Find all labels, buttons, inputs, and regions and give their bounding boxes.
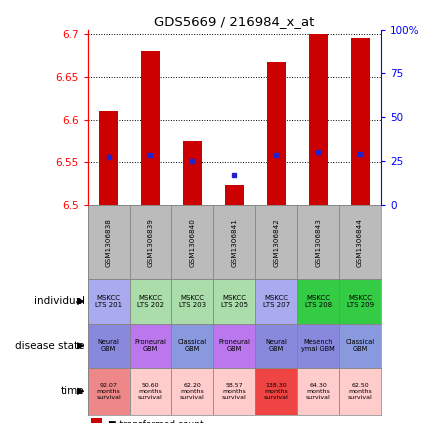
Text: disease state: disease state <box>15 341 85 351</box>
Bar <box>171 368 213 415</box>
Bar <box>88 279 130 324</box>
Text: time: time <box>61 386 85 396</box>
Bar <box>99 111 118 205</box>
Bar <box>183 141 202 205</box>
Bar <box>213 279 255 324</box>
Bar <box>171 279 213 324</box>
Title: GDS5669 / 216984_x_at: GDS5669 / 216984_x_at <box>154 16 314 28</box>
Bar <box>213 205 255 279</box>
Bar <box>339 205 381 279</box>
Text: GSM1306838: GSM1306838 <box>106 218 112 266</box>
Bar <box>88 205 130 279</box>
Bar <box>88 324 130 368</box>
Bar <box>339 279 381 324</box>
Text: 62.20
months
survival: 62.20 months survival <box>180 383 205 400</box>
Text: GSM1306840: GSM1306840 <box>189 218 195 266</box>
Bar <box>267 62 286 205</box>
Bar <box>91 418 102 423</box>
Text: 58.57
months
survival: 58.57 months survival <box>222 383 247 400</box>
Text: GSM1306841: GSM1306841 <box>231 218 237 266</box>
Text: Neural
GBM: Neural GBM <box>265 339 287 352</box>
Bar <box>213 368 255 415</box>
Text: GSM1306839: GSM1306839 <box>148 218 153 266</box>
Text: MSKCC
LTS 203: MSKCC LTS 203 <box>179 295 206 308</box>
Text: MSKCC
LTS 202: MSKCC LTS 202 <box>137 295 164 308</box>
Bar <box>339 324 381 368</box>
Bar <box>213 324 255 368</box>
Text: 64.30
months
survival: 64.30 months survival <box>306 383 331 400</box>
Bar <box>171 205 213 279</box>
Text: GSM1306844: GSM1306844 <box>357 218 363 266</box>
Text: 62.50
months
survival: 62.50 months survival <box>348 383 372 400</box>
Bar <box>171 324 213 368</box>
Text: Classical
GBM: Classical GBM <box>178 339 207 352</box>
Bar <box>339 368 381 415</box>
Bar <box>130 279 171 324</box>
Text: GSM1306842: GSM1306842 <box>273 218 279 266</box>
Bar <box>351 38 370 205</box>
Text: Proneural
GBM: Proneural GBM <box>219 339 250 352</box>
Bar <box>297 205 339 279</box>
Text: MSKCC
LTS 209: MSKCC LTS 209 <box>346 295 374 308</box>
Bar <box>141 51 160 205</box>
Bar <box>255 324 297 368</box>
Bar <box>297 324 339 368</box>
Text: Proneural
GBM: Proneural GBM <box>134 339 166 352</box>
Bar <box>309 34 328 205</box>
Text: MSKCC
LTS 205: MSKCC LTS 205 <box>221 295 248 308</box>
Bar <box>225 184 244 205</box>
Text: Neural
GBM: Neural GBM <box>98 339 120 352</box>
Text: MSKCC
LTS 201: MSKCC LTS 201 <box>95 295 122 308</box>
Bar <box>88 368 130 415</box>
Bar <box>297 279 339 324</box>
Bar <box>130 324 171 368</box>
Text: ■ transformed count: ■ transformed count <box>108 420 204 423</box>
Bar <box>255 205 297 279</box>
Bar <box>130 368 171 415</box>
Text: Classical
GBM: Classical GBM <box>346 339 374 352</box>
Bar <box>255 279 297 324</box>
Text: individual: individual <box>34 297 85 306</box>
Text: GSM1306843: GSM1306843 <box>315 218 321 266</box>
Text: Mesench
ymal GBM: Mesench ymal GBM <box>301 339 335 352</box>
Text: 92.07
months
survival: 92.07 months survival <box>96 383 121 400</box>
Bar <box>130 205 171 279</box>
Text: MSKCC
LTS 207: MSKCC LTS 207 <box>263 295 290 308</box>
Bar <box>297 368 339 415</box>
Bar <box>255 368 297 415</box>
Text: MSKCC
LTS 208: MSKCC LTS 208 <box>304 295 332 308</box>
Text: 138.30
months
survival: 138.30 months survival <box>264 383 289 400</box>
Text: 50.60
months
survival: 50.60 months survival <box>138 383 163 400</box>
